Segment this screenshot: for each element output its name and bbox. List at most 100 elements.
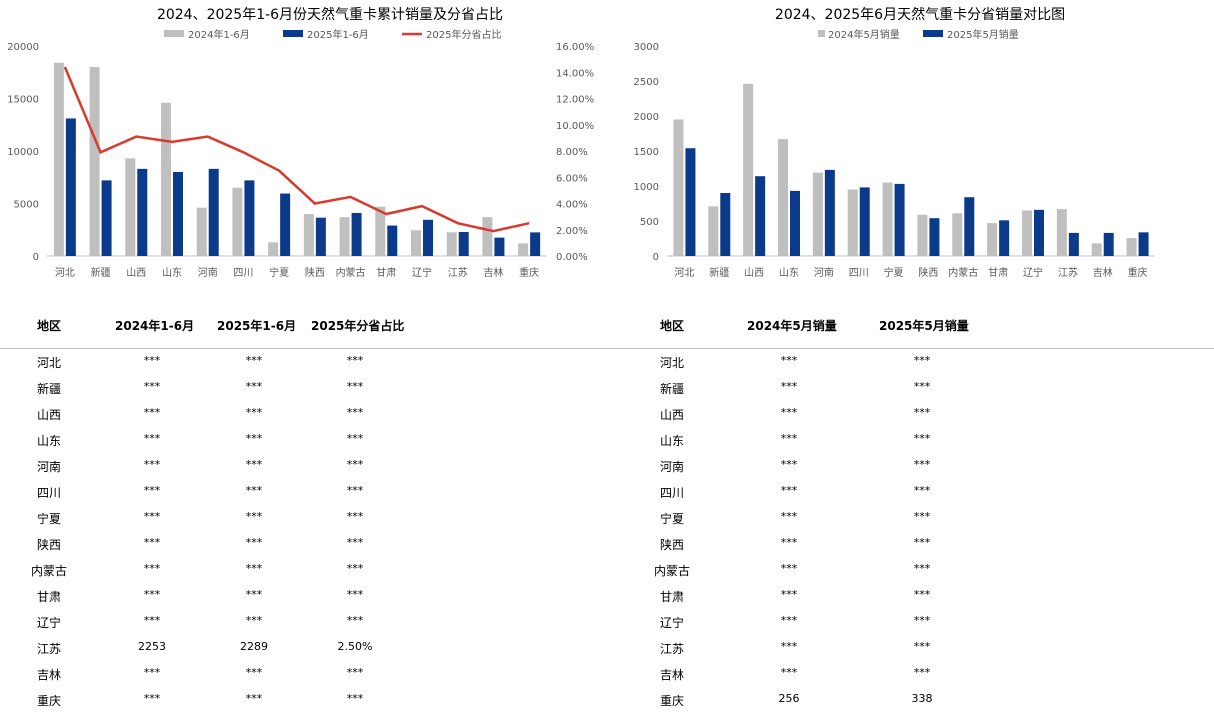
chart0-bar-gray (232, 187, 243, 256)
charts-canvas: 05000100001500020000河北 新疆 山西 山东 河南 四川 宁夏 陕西 内蒙古甘… (7, 28, 1155, 279)
chart0-bar-blue (530, 232, 541, 256)
chart0-legend-label: 2025年1-6月 (307, 28, 369, 41)
chart1-xtick: 重庆 (1128, 266, 1148, 279)
chart1-bar-gray (1091, 243, 1102, 256)
chart0-xtick: 江苏 (448, 266, 468, 279)
chart1-bar-blue (1138, 232, 1149, 256)
chart1-bar-blue (1068, 232, 1079, 256)
chart0-bar-blue (137, 168, 148, 256)
right-table-2025-value: 338 (911, 692, 933, 705)
chart0-legend-label: 2024年1-6月 (188, 28, 250, 41)
right-table-region: 河南 (659, 460, 684, 474)
left-table-share-value: *** (346, 510, 364, 523)
left-table-2025-value: *** (245, 432, 263, 445)
chart0-ytick: 15000 (7, 95, 39, 106)
left-table-share-value: *** (346, 406, 364, 419)
right-table-2025-value: *** (913, 406, 931, 419)
chart0-xtick: 新疆 (91, 266, 111, 279)
chart1-xtick: 河北 (674, 267, 694, 279)
left-table-share-value: *** (346, 666, 364, 679)
chart1-xtick: 辽宁 (1023, 266, 1043, 279)
chart0-bar-blue (65, 118, 76, 256)
chart0-bar-gray (446, 232, 457, 256)
chart0-y2tick: 12.00% (556, 95, 594, 106)
chart0-y2tick: 4.00% (556, 200, 588, 211)
left-table-2024-value: *** (143, 458, 161, 471)
right-table-region: 陕西 (659, 538, 684, 552)
chart1-ytick: 1000 (634, 182, 659, 193)
chart0-ytick: 20000 (7, 42, 39, 53)
left-table-2025-value: 2289 (240, 640, 268, 653)
chart1-bar-gray (987, 223, 998, 256)
chart1-bar-gray (917, 214, 928, 256)
right-table-region: 辽宁 (659, 616, 684, 630)
left-table-region: 江苏 (36, 642, 61, 656)
chart1-xtick: 山东 (779, 266, 799, 279)
chart0-xtick: 山东 (162, 266, 182, 279)
left-table-2025-value: *** (245, 692, 263, 705)
chart0-y2tick: 10.00% (556, 121, 594, 132)
chart1-bar-gray (847, 189, 858, 256)
right-table-region: 四川 (659, 486, 684, 500)
chart0-ytick: 10000 (7, 147, 39, 158)
right-table-2025-value: *** (913, 458, 931, 471)
chart0-bar-blue (208, 168, 219, 256)
right-table-2024-value: *** (780, 510, 798, 523)
chart0-y2tick: 6.00% (556, 173, 588, 184)
chart1-ytick: 2000 (634, 112, 659, 123)
chart0-bar-blue (244, 180, 255, 256)
chart0-xtick: 四川 (233, 268, 253, 279)
left-table-region: 河北 (36, 356, 61, 370)
right-table-2024-value: *** (780, 640, 798, 653)
right-table-2024-value: *** (780, 666, 798, 679)
left-table-2024-value: *** (143, 536, 161, 549)
left-table-2025-value: *** (245, 510, 263, 523)
chart0-ytick: 0 (33, 252, 39, 263)
right-table-region: 山东 (659, 434, 684, 448)
chart1-bar-blue (824, 169, 835, 256)
left-table-header-share: 2025年分省占比 (311, 319, 405, 333)
chart1-legend-key (923, 30, 943, 37)
chart1-bar-blue (999, 220, 1010, 256)
right-table-header-region: 地区 (660, 319, 685, 333)
chart1-bar-gray (673, 119, 684, 256)
chart1-bar-blue (685, 148, 696, 256)
left-table-share-value: *** (346, 380, 364, 393)
left-table-share-value: *** (346, 562, 364, 575)
right-table-2024-value: *** (780, 588, 798, 601)
chart0-y2tick: 14.00% (556, 68, 594, 79)
chart0-xtick: 陕西 (305, 266, 325, 279)
right-table-region: 新疆 (659, 382, 684, 396)
right-table-region: 河北 (659, 356, 684, 370)
chart0-bar-gray (89, 67, 100, 256)
chart1-xtick: 陕西 (918, 266, 938, 279)
left-table-header-region: 地区 (37, 319, 62, 333)
right-table-2024-value: *** (780, 562, 798, 575)
chart1-bar-gray (1056, 209, 1067, 256)
left-table-2024-value: *** (143, 484, 161, 497)
right-table-header-2025: 2025年5月销量 (879, 319, 969, 333)
left-table-2024-value: *** (143, 562, 161, 575)
left-table-share-value: 2.50% (337, 640, 373, 653)
chart0-y2tick: 8.00% (556, 147, 588, 158)
left-table-2025-value: *** (245, 484, 263, 497)
right-table-2025-value: *** (913, 588, 931, 601)
right-table-region: 宁夏 (659, 512, 684, 526)
chart0-bar-gray (161, 102, 171, 256)
right-table-2025-value: *** (913, 510, 931, 523)
chart0-bar-gray (518, 243, 529, 256)
left-table-2024-value: *** (143, 614, 161, 627)
right-table-2024-value: *** (780, 614, 798, 627)
left-table-region: 新疆 (36, 382, 61, 396)
chart1-bar-gray (882, 182, 893, 256)
chart0-bar-blue (387, 225, 398, 256)
left-table-2025-value: *** (245, 588, 263, 601)
chart1-xtick: 新疆 (709, 266, 729, 279)
chart0-legend-label: 2025年分省占比 (426, 28, 501, 41)
left-table-2024-value: *** (143, 432, 161, 445)
left-table-2024-value: 2253 (138, 640, 166, 653)
chart0-bar-gray (411, 230, 421, 256)
left-table-2025-value: *** (245, 666, 263, 679)
left-table-2024-value: *** (143, 354, 161, 367)
left-table-region: 河南 (36, 460, 61, 474)
